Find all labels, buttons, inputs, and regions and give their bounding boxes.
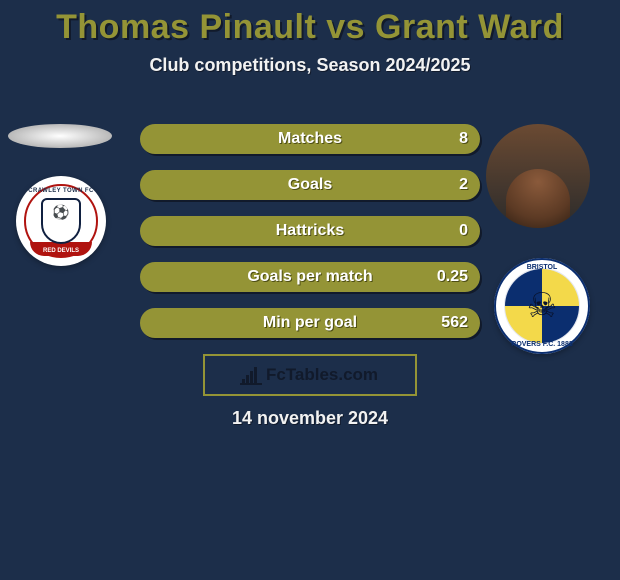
stat-row: Min per goal 562 <box>140 308 480 338</box>
club2-silhouette-icon: ☠ <box>494 258 590 354</box>
stat-label: Goals <box>142 172 478 198</box>
club1-name-bot: RED DEVILS <box>16 248 106 254</box>
club2-crest: ☠ BRISTOL ROVERS F.C. 1883 <box>494 258 590 354</box>
watermark-text: FcTables.com <box>266 365 378 385</box>
stat-right-value: 8 <box>459 126 468 152</box>
stat-row: Hattricks 0 <box>140 216 480 246</box>
watermark: FcTables.com <box>203 354 417 396</box>
bars-icon <box>242 366 260 384</box>
stat-row: Goals per match 0.25 <box>140 262 480 292</box>
subtitle: Club competitions, Season 2024/2025 <box>0 55 620 76</box>
club1-name-top: CRAWLEY TOWN FC <box>16 188 106 194</box>
comparison-card: Thomas Pinault vs Grant Ward Club compet… <box>0 0 620 580</box>
stat-right-value: 562 <box>441 310 468 336</box>
club2-name-bot: ROVERS F.C. 1883 <box>494 341 590 348</box>
stat-label: Hattricks <box>142 218 478 244</box>
stat-right-value: 2 <box>459 172 468 198</box>
stat-right-value: 0.25 <box>437 264 468 290</box>
stat-right-value: 0 <box>459 218 468 244</box>
stat-label: Matches <box>142 126 478 152</box>
stats-container: Matches 8 Goals 2 Hattricks 0 Goals per … <box>140 124 480 354</box>
player1-avatar <box>8 124 112 148</box>
page-title: Thomas Pinault vs Grant Ward <box>0 0 620 47</box>
player2-avatar <box>486 124 590 228</box>
stat-label: Goals per match <box>142 264 478 290</box>
stat-row: Matches 8 <box>140 124 480 154</box>
stat-label: Min per goal <box>142 310 478 336</box>
stat-row: Goals 2 <box>140 170 480 200</box>
club1-crest: CRAWLEY TOWN FC RED DEVILS <box>16 176 106 266</box>
club2-name-top: BRISTOL <box>494 264 590 271</box>
club1-shield-icon <box>41 198 81 244</box>
date-label: 14 november 2024 <box>0 408 620 429</box>
